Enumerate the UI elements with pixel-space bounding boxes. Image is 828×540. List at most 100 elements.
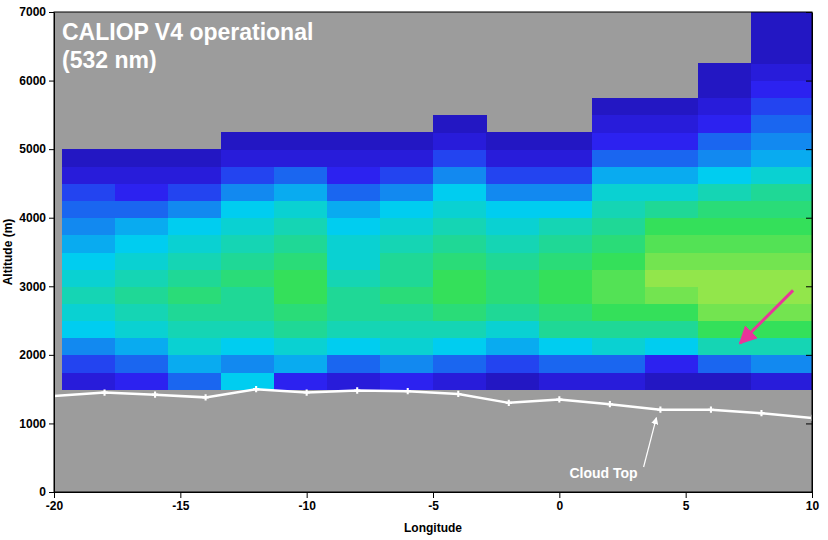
heatmap-cell xyxy=(539,355,593,373)
tick xyxy=(806,149,812,150)
heatmap-cell xyxy=(433,372,487,390)
heatmap-cell xyxy=(327,355,381,373)
heatmap-cell xyxy=(380,235,434,253)
heatmap-cell xyxy=(698,166,752,184)
heatmap-cell xyxy=(486,149,540,167)
heatmap-cell xyxy=(592,183,646,201)
tick xyxy=(806,81,812,82)
heatmap-cell xyxy=(645,166,699,184)
heatmap-cell xyxy=(168,218,222,236)
tick-label: 5 xyxy=(683,499,690,513)
heatmap-cell xyxy=(751,201,812,219)
heatmap-cell xyxy=(751,355,812,373)
heatmap-cell xyxy=(645,235,699,253)
heatmap-cell xyxy=(62,201,116,219)
heatmap-cell xyxy=(433,286,487,304)
cloud-top-marker xyxy=(607,401,613,407)
heatmap-cell xyxy=(327,166,381,184)
cloud-top-marker xyxy=(354,387,360,393)
heatmap-cell xyxy=(645,218,699,236)
heatmap-cell xyxy=(168,286,222,304)
heatmap-cell xyxy=(486,166,540,184)
tick xyxy=(806,286,812,287)
heatmap-cell xyxy=(168,303,222,321)
heatmap-cell xyxy=(168,183,222,201)
heatmap-cell xyxy=(645,183,699,201)
tick-mark xyxy=(180,492,181,498)
heatmap-cell xyxy=(62,269,116,287)
heatmap-cell xyxy=(751,115,812,133)
heatmap-cell xyxy=(327,269,381,287)
heatmap-cell xyxy=(274,338,328,356)
y-axis-line xyxy=(54,13,55,493)
cloud-top-marker xyxy=(708,407,714,413)
tick-mark xyxy=(49,149,54,150)
heatmap-cell xyxy=(592,218,646,236)
heatmap-cell xyxy=(645,252,699,270)
heatmap-cell xyxy=(115,372,169,390)
heatmap-cell xyxy=(486,372,540,390)
heatmap-cell xyxy=(698,218,752,236)
cloud-top-marker xyxy=(758,410,764,416)
y-axis-title: Altitude (m) xyxy=(1,219,15,286)
heatmap-cell xyxy=(698,98,752,116)
heatmap-cell xyxy=(751,235,812,253)
heatmap-cell xyxy=(751,46,812,64)
heatmap-cell xyxy=(751,12,812,30)
heatmap-cell xyxy=(592,98,646,116)
heatmap-cell xyxy=(62,149,116,167)
heatmap-cell xyxy=(168,269,222,287)
heatmap-cell xyxy=(327,201,381,219)
tick-mark xyxy=(806,81,812,82)
tick-label: -15 xyxy=(172,499,190,513)
heatmap-cell xyxy=(327,235,381,253)
heatmap-cell xyxy=(592,321,646,339)
heatmap-cell xyxy=(221,183,275,201)
series-label: Cloud Top xyxy=(569,465,637,481)
cloud-top-marker xyxy=(202,394,208,400)
tick-mark xyxy=(49,355,54,356)
heatmap-cell xyxy=(698,355,752,373)
heatmap-cell xyxy=(327,338,381,356)
heatmap-cell xyxy=(539,303,593,321)
cloud-top-marker xyxy=(657,407,663,413)
annotations: CALIOP V4 operational(532 nm)Cloud Top xyxy=(62,19,793,481)
heatmap-cell xyxy=(327,183,381,201)
heatmap-cell xyxy=(486,321,540,339)
tick-label: 2000 xyxy=(19,348,46,362)
heatmap-cell xyxy=(592,252,646,270)
label-arrow xyxy=(644,418,657,467)
heatmap-cell xyxy=(751,29,812,47)
heatmap-cell xyxy=(168,338,222,356)
heatmap-cell xyxy=(115,183,169,201)
tick-label: 1000 xyxy=(19,417,46,431)
heatmap-cell xyxy=(380,166,434,184)
heatmap-cell xyxy=(751,218,812,236)
heatmap-cell xyxy=(62,235,116,253)
heatmap-cell xyxy=(380,303,434,321)
tick-mark xyxy=(433,492,434,498)
heatmap-cell xyxy=(380,183,434,201)
heatmap-cell xyxy=(592,115,646,133)
heatmap-cell xyxy=(698,183,752,201)
tick: -20 xyxy=(46,492,64,513)
heatmap-cell xyxy=(327,252,381,270)
tick: -5 xyxy=(428,492,439,513)
heatmap-cell xyxy=(592,201,646,219)
heatmap-cell xyxy=(327,303,381,321)
tick: 10 xyxy=(806,492,820,513)
tick-label: -10 xyxy=(298,499,316,513)
right-ticks xyxy=(806,13,813,493)
heatmap-cell xyxy=(592,235,646,253)
tick-label: 0 xyxy=(556,499,563,513)
heatmap-cell xyxy=(115,355,169,373)
heatmap-cell xyxy=(751,183,812,201)
heatmap-cell xyxy=(221,286,275,304)
plot-background xyxy=(54,12,812,492)
heatmap-cell xyxy=(486,286,540,304)
heatmap-cell xyxy=(62,286,116,304)
heatmap-cell xyxy=(380,132,434,150)
heatmap-cell xyxy=(380,321,434,339)
heatmap-cell xyxy=(62,372,116,390)
heatmap-cell xyxy=(592,355,646,373)
